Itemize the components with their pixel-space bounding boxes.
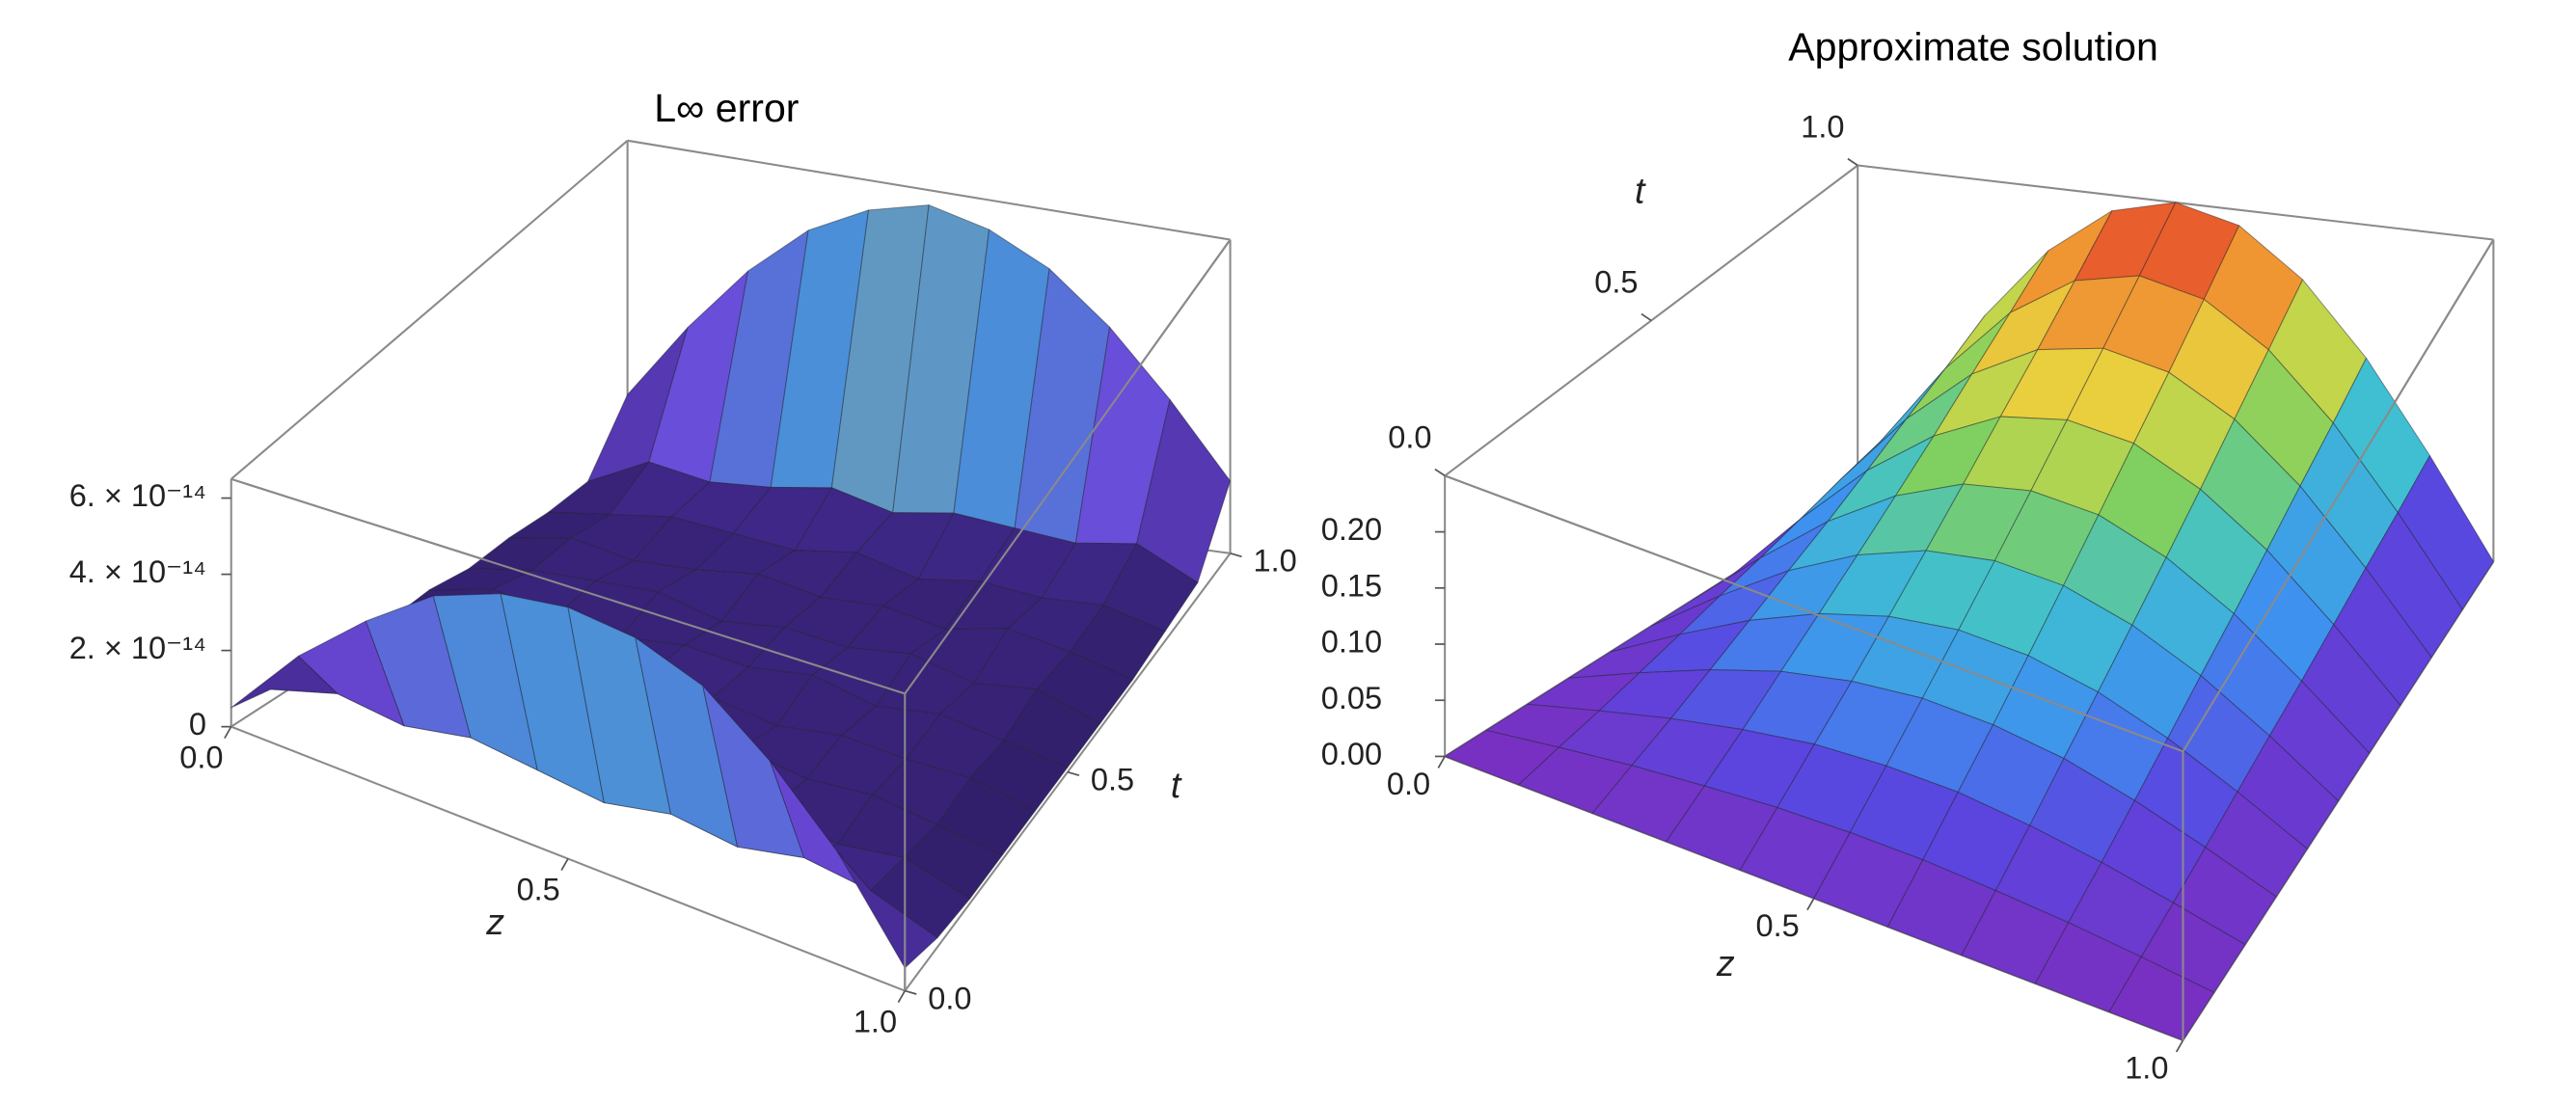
surface-plot: 0.00 0.05 0.10 0.15 0.20 0.0 0.5 1.0 0.0 0.5 1.0 Ap… — [1321, 25, 2495, 1085]
y-tick-label: 0.0 — [1388, 419, 1431, 454]
y-tick — [1230, 552, 1242, 558]
y-tick — [1847, 157, 1858, 167]
x-tick-label: 1.0 — [2125, 1050, 2168, 1085]
surface-cell — [1070, 604, 1166, 681]
z-tick-label: 0 — [189, 707, 206, 741]
x-tick — [224, 726, 232, 740]
x-tick-label: 0.5 — [1756, 908, 1800, 943]
y-tick — [905, 989, 917, 995]
x-tick — [2175, 1039, 2184, 1053]
chart-title: L∞ error — [654, 86, 799, 130]
x-tick — [897, 990, 907, 1003]
z-tick-label: 4. × 10⁻¹⁴ — [69, 554, 206, 589]
z-tick-label: 0.05 — [1321, 681, 1382, 715]
y-tick-label: 0.5 — [1091, 763, 1134, 797]
y-tick-label: 1.0 — [1801, 109, 1844, 144]
z-tick-label: 0.15 — [1321, 568, 1382, 603]
surface-cell — [836, 851, 938, 969]
x-tick-label: 0.0 — [179, 740, 223, 774]
x-tick — [1806, 898, 1815, 911]
surface-plot: 0 2. × 10⁻¹⁴ 4. × 10⁻¹⁴ 6. × 10⁻¹⁴ 0.0 0.5 1.0… — [69, 86, 1297, 1039]
z-tick-label: 6. × 10⁻¹⁴ — [69, 478, 206, 513]
x-tick-label: 0.0 — [1387, 767, 1430, 801]
x-axis-label: z — [485, 902, 504, 942]
x-tick-label: 1.0 — [854, 1004, 897, 1038]
y-tick — [1434, 468, 1446, 477]
z-tick-label: 0.10 — [1321, 625, 1382, 660]
y-tick — [1641, 312, 1652, 322]
box-edge — [1444, 474, 2183, 753]
box-edge — [230, 140, 629, 480]
y-tick-label: 0.0 — [928, 981, 971, 1015]
box-edge — [230, 477, 906, 695]
x-tick-label: 0.5 — [517, 872, 560, 906]
surface-cell — [1036, 651, 1133, 724]
z-tick-label: 0.00 — [1321, 737, 1382, 771]
box-edge — [627, 139, 1231, 241]
y-axis-label: t — [1171, 765, 1182, 805]
x-axis-label: z — [1716, 943, 1735, 984]
z-tick-label: 0.20 — [1321, 512, 1382, 547]
surface-cell — [2108, 956, 2215, 1041]
y-tick-label: 0.5 — [1594, 264, 1638, 299]
box-edge — [2182, 239, 2495, 752]
y-axis-label: t — [1635, 171, 1646, 211]
box-edge — [904, 238, 1232, 694]
y-tick — [1067, 770, 1080, 776]
y-tick-label: 1.0 — [1254, 544, 1297, 579]
surface-cell — [936, 777, 1036, 856]
x-tick — [1437, 756, 1446, 768]
z-tick-label: 2. × 10⁻¹⁴ — [69, 631, 206, 665]
chart-title: Approximate solution — [1788, 25, 2158, 69]
x-tick — [560, 858, 569, 872]
